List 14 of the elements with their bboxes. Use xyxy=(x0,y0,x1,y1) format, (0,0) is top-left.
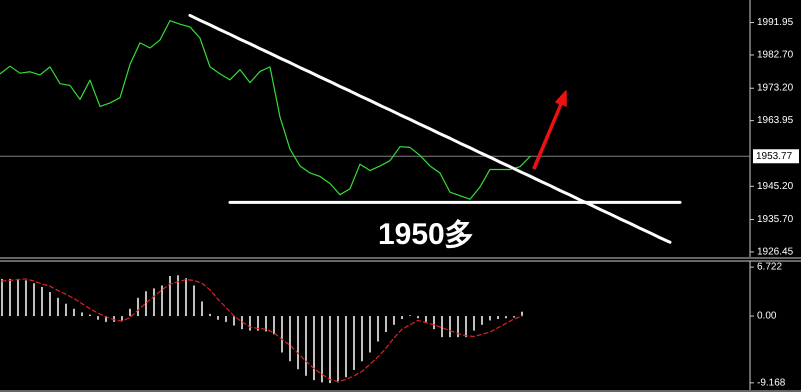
y-tick-label: 1991.95 xyxy=(757,17,794,28)
ref-line-label: 1953.77 xyxy=(756,150,793,162)
y-tick-label: 1945.20 xyxy=(757,180,794,192)
line-series xyxy=(0,20,531,200)
y-tick-label: 6.722 xyxy=(757,262,782,273)
y-tick-label: 1973.20 xyxy=(757,82,794,94)
y-tick-label: 1963.95 xyxy=(757,115,794,126)
line-series xyxy=(1,278,523,382)
y-tick-label: 0.00 xyxy=(757,310,777,322)
y-tick-label: 1982.70 xyxy=(757,49,794,60)
annotation: 1950多 xyxy=(378,218,475,251)
y-tick-label: -9.168 xyxy=(757,377,786,388)
y-tick-label: 1926.45 xyxy=(757,246,794,258)
y-tick-label: 1935.70 xyxy=(757,214,794,226)
